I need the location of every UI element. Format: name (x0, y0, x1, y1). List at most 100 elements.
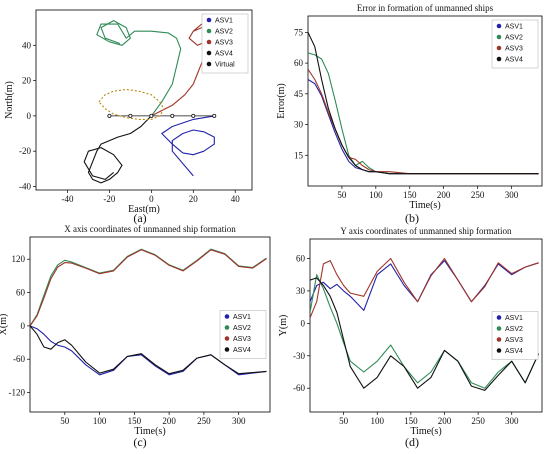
x-tick-label: 100 (369, 190, 383, 200)
y-tick-label: 60 (16, 288, 26, 298)
series-line-asv2 (308, 52, 539, 175)
y-tick-label: 75 (294, 27, 304, 37)
legend: ASV1 ASV2 ASV3 ASV4 Virtual (201, 13, 249, 74)
x-axis-label: East(m) (128, 204, 160, 215)
x-tick-label: 300 (505, 190, 519, 200)
plot-frame (309, 238, 543, 413)
virtual-point (191, 113, 196, 118)
series-line-asv1 (308, 79, 539, 175)
x-tick-label: -20 (103, 194, 115, 204)
plot-frame (35, 9, 253, 191)
legend-entry: ASV4 (233, 347, 251, 354)
legend-marker (224, 347, 230, 352)
y-axis-label: North(m) (4, 81, 15, 119)
y-tick-label: 30 (294, 120, 304, 130)
chart-title: Error in formation of unmanned ships (357, 3, 494, 13)
series-layer (30, 248, 267, 376)
chart-title: X axis coordinates of unmanned ship form… (64, 224, 236, 234)
legend-entry: ASV1 (215, 18, 233, 25)
legend: ASV1 ASV2 ASV3 ASV4 (491, 311, 539, 360)
legend-entry: ASV4 (215, 51, 233, 58)
legend-marker (496, 56, 502, 62)
y-tick-label: 120 (12, 254, 26, 264)
y-tick-label: 40 (22, 40, 32, 50)
legend-marker (496, 45, 502, 51)
legend-entry: ASV1 (505, 24, 523, 31)
x-axis-label: Time(s) (410, 426, 441, 437)
legend-entry: ASV4 (505, 348, 523, 355)
x-tick-label: 50 (60, 416, 70, 426)
x-tick-label: -40 (61, 194, 73, 204)
legend-entry: Virtual (215, 62, 235, 69)
legend-entry: ASV3 (505, 337, 523, 344)
legend-entry: ASV3 (505, 46, 523, 53)
x-tick-label: 250 (197, 416, 211, 426)
series-line-asv4 (83, 115, 152, 184)
legend-marker (496, 337, 502, 342)
series-line-asv2 (96, 20, 182, 117)
series-line-virtual-formation (98, 88, 165, 120)
series-layer (310, 257, 540, 391)
legend-marker (206, 28, 212, 34)
series-layer (83, 20, 217, 184)
y-tick-label: -20 (19, 146, 31, 156)
x-tick-label: 200 (437, 190, 451, 200)
series-line-asv4 (30, 325, 267, 375)
series-line-asv3 (30, 249, 267, 327)
series-line-asv4 (308, 32, 539, 175)
virtual-point (212, 113, 217, 118)
y-tick-label: 30 (296, 286, 306, 296)
panel-label-b: (b) (405, 211, 419, 225)
virtual-point (128, 113, 133, 118)
plot-frame (29, 236, 271, 413)
y-axis-label: Y(m) (278, 315, 289, 337)
y-tick-label: 0 (301, 318, 306, 328)
legend-entry: ASV3 (215, 40, 233, 47)
x-tick-label: 50 (337, 190, 347, 200)
y-axis-label: X(m) (0, 314, 9, 336)
x-tick-label: 20 (189, 194, 199, 204)
panel-d: Y axis coordinates of unmanned ship form… (278, 226, 543, 437)
legend-entry: ASV3 (233, 336, 251, 343)
plot-frame (307, 15, 543, 187)
legend-marker (206, 17, 212, 23)
x-tick-label: 150 (128, 416, 142, 426)
x-tick-label: 50 (339, 416, 349, 426)
panel-label-c: (c) (133, 435, 146, 449)
legend: ASV1 ASV2 ASV3 ASV4 (491, 19, 539, 69)
legend-marker (496, 326, 502, 331)
legend-marker (206, 61, 212, 67)
legend-entry: ASV2 (233, 325, 251, 332)
y-tick-label: 15 (294, 150, 304, 160)
panel-label-a: (a) (133, 211, 146, 225)
virtual-point (107, 113, 112, 118)
x-tick-label: 40 (231, 194, 241, 204)
y-tick-label: 0 (27, 111, 32, 121)
x-tick-label: 250 (471, 190, 485, 200)
series-line-asv3 (308, 68, 539, 175)
y-tick-label: 60 (296, 253, 306, 263)
x-tick-label: 100 (370, 416, 384, 426)
legend-marker (224, 336, 230, 341)
x-tick-label: 300 (232, 416, 246, 426)
x-tick-label: 250 (471, 416, 485, 426)
legend-marker (206, 50, 212, 56)
y-tick-label: -60 (13, 354, 25, 364)
legend-marker (496, 348, 502, 353)
y-tick-label: -60 (293, 383, 305, 393)
x-tick-label: 150 (404, 416, 418, 426)
y-tick-label: -30 (293, 351, 305, 361)
legend-entry: ASV2 (505, 326, 523, 333)
x-tick-label: 150 (403, 190, 417, 200)
legend-marker (224, 314, 230, 319)
series-line-asv1 (161, 115, 215, 177)
series-layer (308, 32, 539, 175)
x-axis-label: Time(s) (409, 200, 440, 211)
y-tick-label: 45 (294, 89, 304, 99)
virtual-point (149, 113, 154, 118)
y-tick-label: -40 (19, 181, 31, 191)
x-tick-label: 0 (149, 194, 154, 204)
x-axis-label: Time(s) (134, 426, 165, 437)
y-axis-label: Error(m) (276, 83, 287, 119)
